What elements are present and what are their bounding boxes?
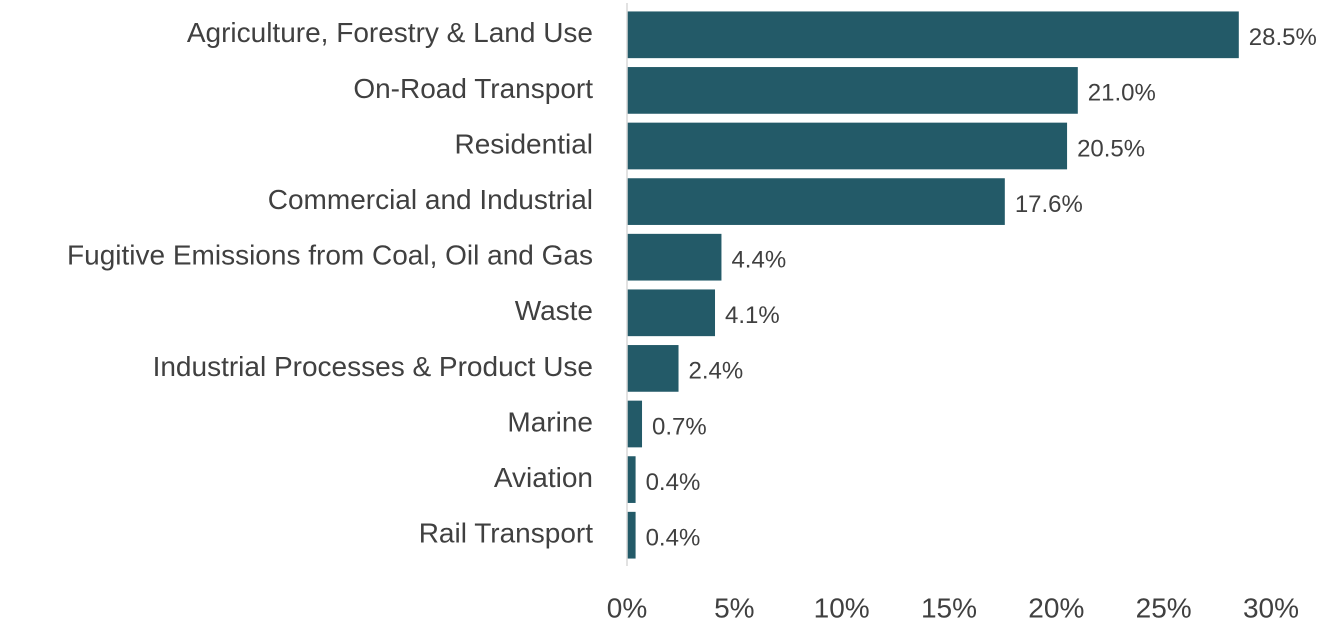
value-label: 0.4% xyxy=(646,469,701,496)
value-label: 4.1% xyxy=(725,302,780,329)
x-tick-label: 10% xyxy=(814,592,870,623)
y-tick-label: Commercial and Industrial xyxy=(268,184,593,215)
x-tick-label: 0% xyxy=(607,592,647,623)
bar xyxy=(627,122,1068,170)
x-tick-label: 15% xyxy=(921,592,977,623)
value-label: 0.4% xyxy=(646,525,701,552)
bar xyxy=(627,511,636,559)
y-tick-label: Industrial Processes & Product Use xyxy=(153,351,593,382)
y-tick-label: Fugitive Emissions from Coal, Oil and Ga… xyxy=(67,240,593,271)
x-tick-label: 25% xyxy=(1136,592,1192,623)
value-label: 17.6% xyxy=(1015,191,1083,218)
value-label: 0.7% xyxy=(652,413,707,440)
y-tick-label: Agriculture, Forestry & Land Use xyxy=(187,17,593,48)
value-label: 21.0% xyxy=(1088,80,1156,107)
bar xyxy=(627,400,643,448)
bar xyxy=(627,233,722,281)
value-label: 2.4% xyxy=(689,358,744,385)
bar xyxy=(627,289,716,337)
bar xyxy=(627,178,1005,225)
bar xyxy=(627,456,636,503)
value-label: 20.5% xyxy=(1077,135,1145,162)
y-tick-label: On-Road Transport xyxy=(353,73,593,104)
x-tick-label: 20% xyxy=(1028,592,1084,623)
y-tick-label: Marine xyxy=(507,406,593,437)
y-tick-label: Waste xyxy=(515,295,593,326)
bar xyxy=(627,67,1078,114)
bar xyxy=(627,345,679,392)
bar xyxy=(627,11,1239,59)
x-tick-label: 5% xyxy=(714,592,754,623)
y-tick-label: Residential xyxy=(454,128,593,159)
y-tick-label: Rail Transport xyxy=(419,518,594,549)
value-label: 4.4% xyxy=(731,247,786,274)
x-tick-label: 30% xyxy=(1243,592,1299,623)
value-label: 28.5% xyxy=(1249,24,1317,51)
y-tick-label: Aviation xyxy=(494,462,593,493)
